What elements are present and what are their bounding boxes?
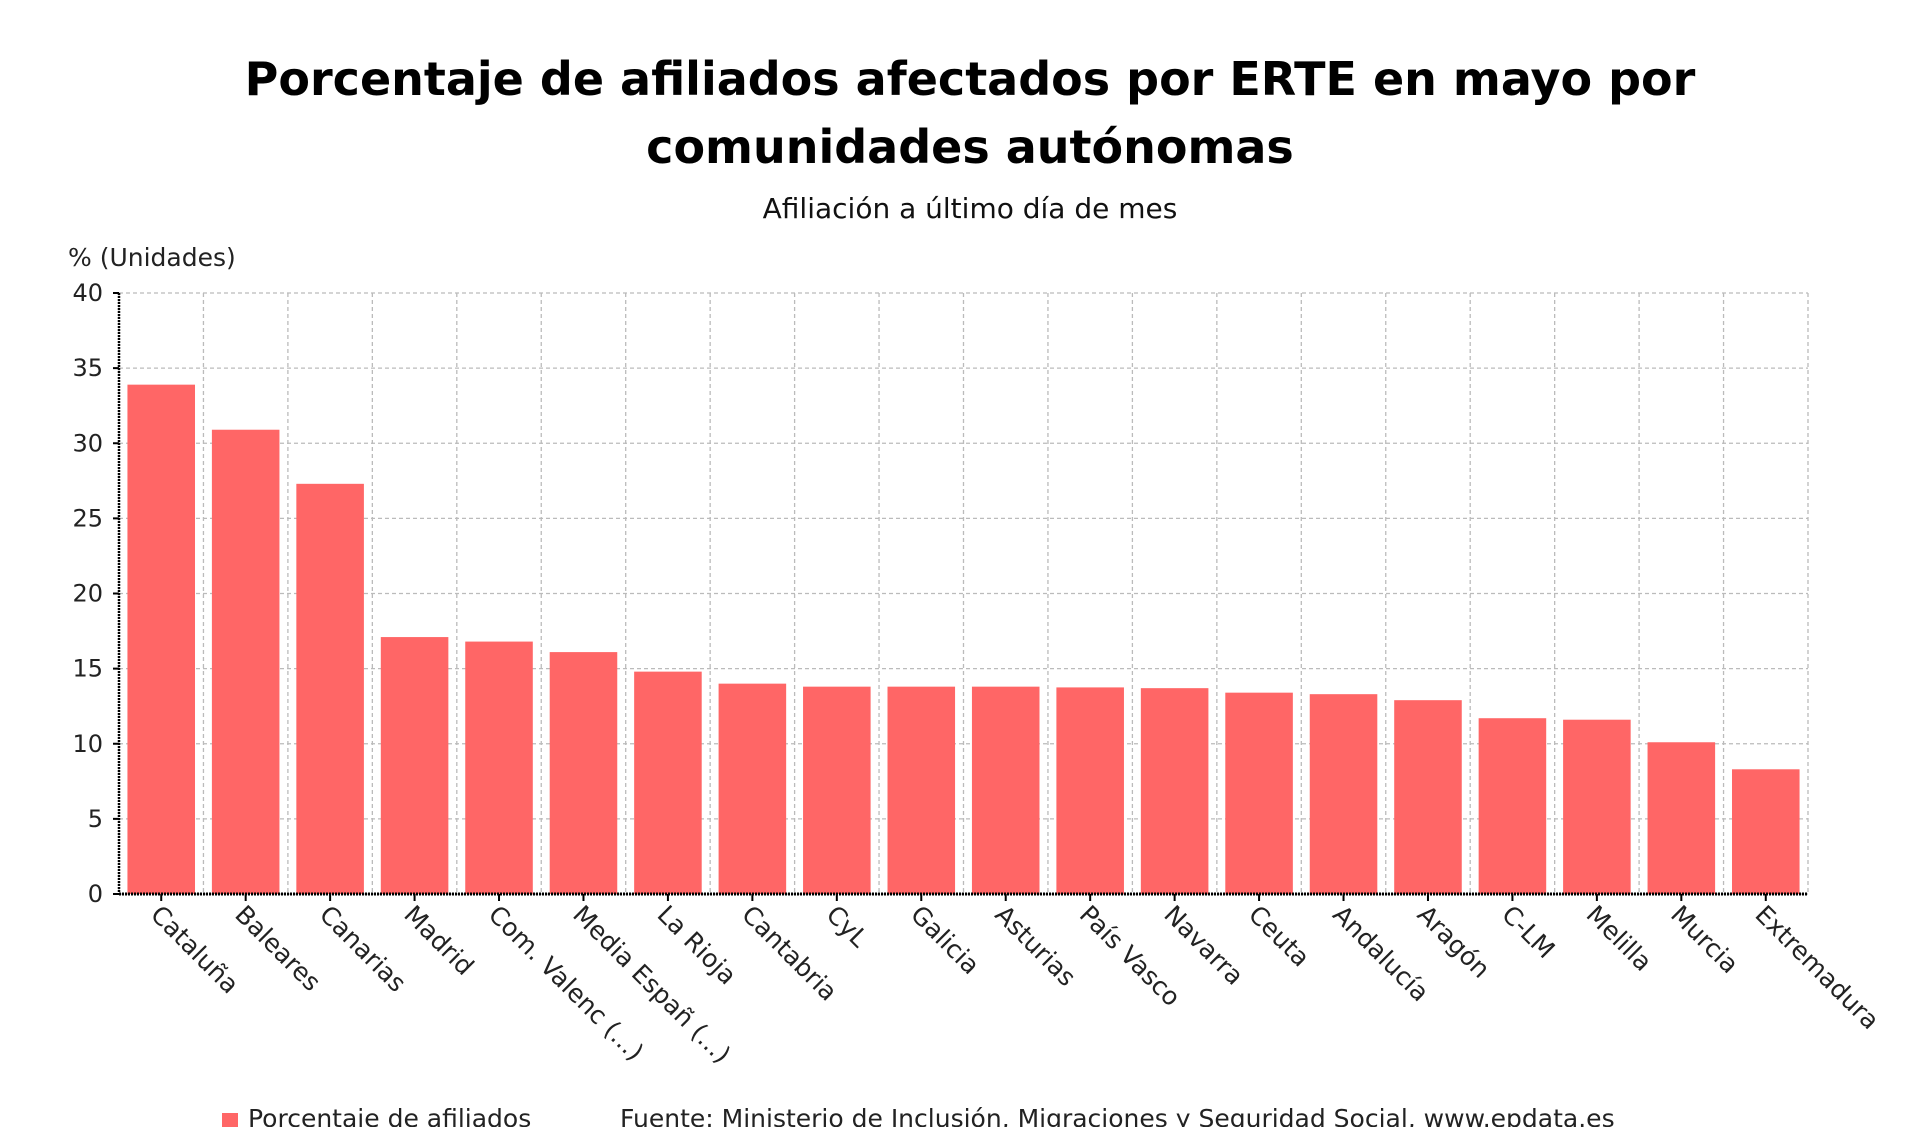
x-tick-label: Canarias — [314, 900, 412, 998]
chart-title-line-1: Porcentaje de afiliados afectados por ER… — [245, 52, 1696, 106]
bar — [127, 384, 196, 894]
y-tick-label: 40 — [72, 279, 103, 307]
grid — [118, 292, 1809, 895]
chart-title-line-2: comunidades autónomas — [646, 120, 1294, 174]
x-tick-label: Murcia — [1665, 900, 1744, 979]
axes — [113, 292, 1808, 901]
bar — [1647, 742, 1716, 894]
bar — [718, 683, 787, 894]
source-text: Fuente: Ministerio de Inclusión, Migraci… — [620, 1104, 1615, 1127]
x-tick-label: Galicia — [905, 900, 985, 980]
bar — [296, 483, 364, 894]
y-tick-label: 35 — [72, 354, 103, 382]
x-tick-label: C-LM — [1496, 900, 1560, 964]
chart-subtitle: Afiliación a último día de mes — [763, 192, 1178, 225]
x-tick-label: Madrid — [398, 900, 479, 981]
bar — [211, 429, 280, 894]
bar — [549, 652, 618, 894]
bar — [1309, 694, 1378, 894]
x-tick-label: Melilla — [1581, 900, 1658, 977]
y-axis-label: % (Unidades) — [68, 243, 236, 272]
bar — [1563, 719, 1631, 894]
y-tick-label: 15 — [72, 655, 103, 683]
bar — [803, 686, 871, 894]
x-tick-label: Com. Valenc (...) — [483, 900, 650, 1067]
bar — [971, 686, 1040, 894]
bar — [1731, 769, 1800, 894]
bar — [380, 637, 449, 894]
y-tick-label: 30 — [72, 429, 103, 457]
bar — [887, 686, 956, 894]
bar — [1478, 718, 1547, 894]
bar — [1394, 700, 1462, 894]
x-tick-label: Aragón — [1412, 900, 1496, 984]
x-tick-label: Asturias — [989, 900, 1081, 992]
x-tick-label: Ceuta — [1243, 900, 1316, 973]
y-tick-label: 0 — [88, 880, 103, 908]
y-tick-label: 20 — [72, 580, 103, 608]
x-tick-label: Baleares — [229, 900, 326, 997]
x-tick-label: Media Españ (...) — [567, 900, 736, 1069]
x-tick-label: Cataluña — [145, 900, 245, 1000]
legend-label: Porcentaje de afiliados — [248, 1104, 531, 1127]
bars — [127, 384, 1800, 894]
bar — [1056, 687, 1124, 894]
y-tick-label: 25 — [72, 504, 103, 532]
x-tick-label: Extremadura — [1750, 900, 1885, 1035]
y-tick-label: 10 — [72, 730, 103, 758]
bar — [1140, 688, 1209, 894]
legend-swatch — [222, 1113, 238, 1127]
bar — [465, 641, 533, 894]
x-tick-label: CyL — [821, 900, 874, 953]
y-tick-label: 5 — [88, 805, 103, 833]
bar — [1225, 692, 1293, 894]
bar — [634, 671, 702, 894]
